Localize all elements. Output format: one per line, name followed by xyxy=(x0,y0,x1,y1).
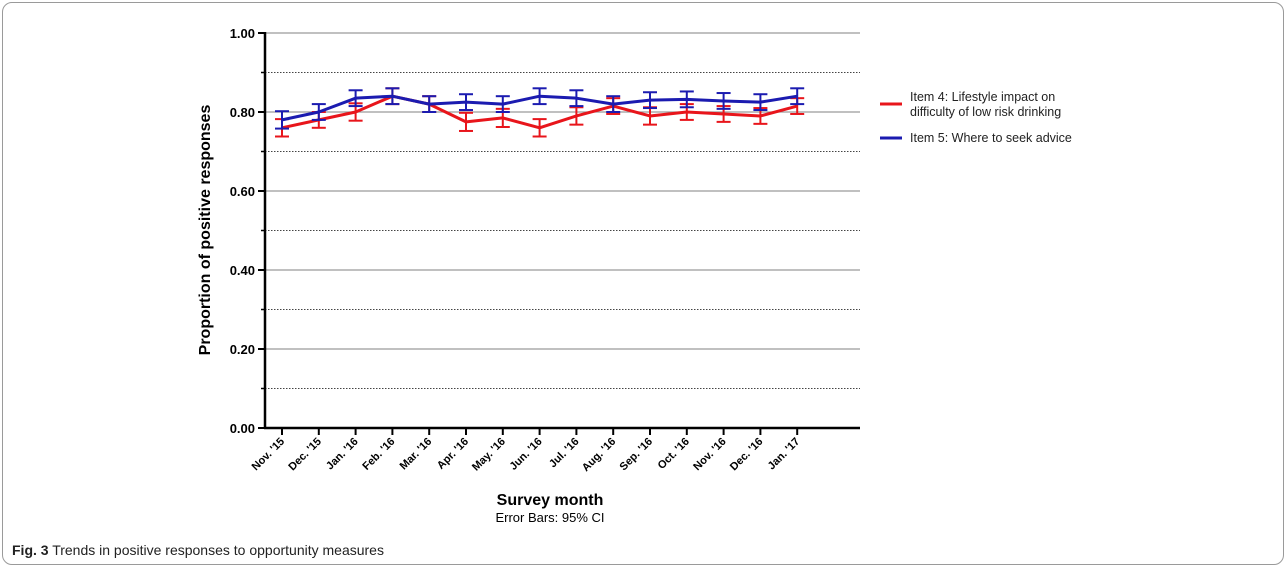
x-tick-label: Nov. '16 xyxy=(691,436,728,473)
x-tick-label: Sep. '16 xyxy=(618,436,656,474)
legend: Item 4: Lifestyle impact on difficulty of… xyxy=(880,90,1072,145)
x-tick-label: Aug. '16 xyxy=(580,436,618,474)
error-bar xyxy=(679,90,694,109)
y-tick-label: 0.40 xyxy=(230,263,255,278)
error-bar xyxy=(459,111,473,132)
series-layer xyxy=(275,87,805,138)
error-bar xyxy=(532,87,547,106)
legend-label: Item 4: Lifestyle impact on difficulty of… xyxy=(910,90,1061,119)
error-bar xyxy=(643,91,657,110)
error-bar xyxy=(422,95,437,113)
x-tick-label: Jan. '17 xyxy=(766,436,803,473)
legend-item-item5: Item 5: Where to seek advice xyxy=(880,131,1072,145)
error-bar xyxy=(790,87,805,106)
grid xyxy=(265,32,860,389)
y-tick-label: 0.80 xyxy=(230,105,255,120)
error-bar xyxy=(275,110,289,130)
y-axis-title: Proportion of positive responses xyxy=(197,105,214,356)
error-bar xyxy=(606,95,621,113)
x-tick-label: Jul. '16 xyxy=(547,436,582,471)
figure-label: Fig. 3 xyxy=(12,542,49,558)
y-tick-label: 0.60 xyxy=(230,184,255,199)
error-bar xyxy=(459,93,473,112)
error-bar xyxy=(569,106,584,126)
x-tick-label: Mar. '16 xyxy=(398,436,435,473)
legend-item-item4: Item 4: Lifestyle impact on difficulty of… xyxy=(880,90,1061,119)
legend-label: Item 5: Where to seek advice xyxy=(910,131,1072,145)
error-bar xyxy=(495,95,510,113)
x-tick-label: Dec. '16 xyxy=(728,436,766,474)
x-tick-label: Jun. '16 xyxy=(508,436,545,473)
x-tick-label: Feb. '16 xyxy=(360,436,397,473)
error-bar xyxy=(716,92,731,110)
x-tick-label: Apr. '16 xyxy=(435,436,471,472)
error-bar xyxy=(569,89,584,108)
error-bar xyxy=(532,118,547,138)
axes: 0.00 0.20 0.40 0.60 0.80 1.00 Nov. '15 Dec. '15… xyxy=(230,26,860,474)
y-tick-label: 0.20 xyxy=(230,342,255,357)
series-2 xyxy=(275,87,805,130)
x-tick-label: May. '16 xyxy=(470,436,508,474)
x-tick-label: Oct. '16 xyxy=(656,436,692,472)
error-bar xyxy=(311,103,326,121)
x-tick-label: Nov. '15 xyxy=(250,436,287,473)
error-bar xyxy=(348,89,363,108)
error-bar xyxy=(385,87,400,106)
chart-subtitle: Error Bars: 95% CI xyxy=(495,510,604,525)
error-bar xyxy=(753,93,768,112)
y-tick-label: 0.00 xyxy=(230,421,255,436)
figure-caption-text: Trends in positive responses to opportun… xyxy=(52,542,384,558)
x-axis-title: Survey month xyxy=(497,492,604,509)
x-tick-label: Dec. '15 xyxy=(286,436,324,474)
figure-caption: Fig. 3 Trends in positive responses to o… xyxy=(12,542,384,558)
x-tick-label: Jan. '16 xyxy=(324,436,361,473)
y-tick-label: 1.00 xyxy=(230,26,255,41)
